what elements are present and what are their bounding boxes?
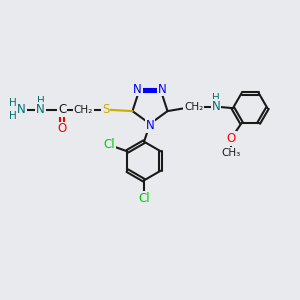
Text: N: N <box>158 82 167 95</box>
Text: H: H <box>9 98 17 108</box>
Text: N: N <box>17 103 26 116</box>
Text: H: H <box>37 96 44 106</box>
Text: C: C <box>58 103 66 116</box>
Text: CH₂: CH₂ <box>74 105 93 115</box>
Text: H: H <box>212 93 220 103</box>
Text: H: H <box>9 111 17 121</box>
Text: N: N <box>133 82 142 95</box>
Text: Cl: Cl <box>103 138 115 151</box>
Text: CH₂: CH₂ <box>184 102 203 112</box>
Text: N: N <box>146 119 154 132</box>
Text: Cl: Cl <box>138 192 150 205</box>
Text: O: O <box>226 132 236 145</box>
Text: O: O <box>57 122 67 135</box>
Text: S: S <box>102 103 110 116</box>
Text: N: N <box>212 100 220 113</box>
Text: CH₃: CH₃ <box>221 148 241 158</box>
Text: N: N <box>36 103 45 116</box>
